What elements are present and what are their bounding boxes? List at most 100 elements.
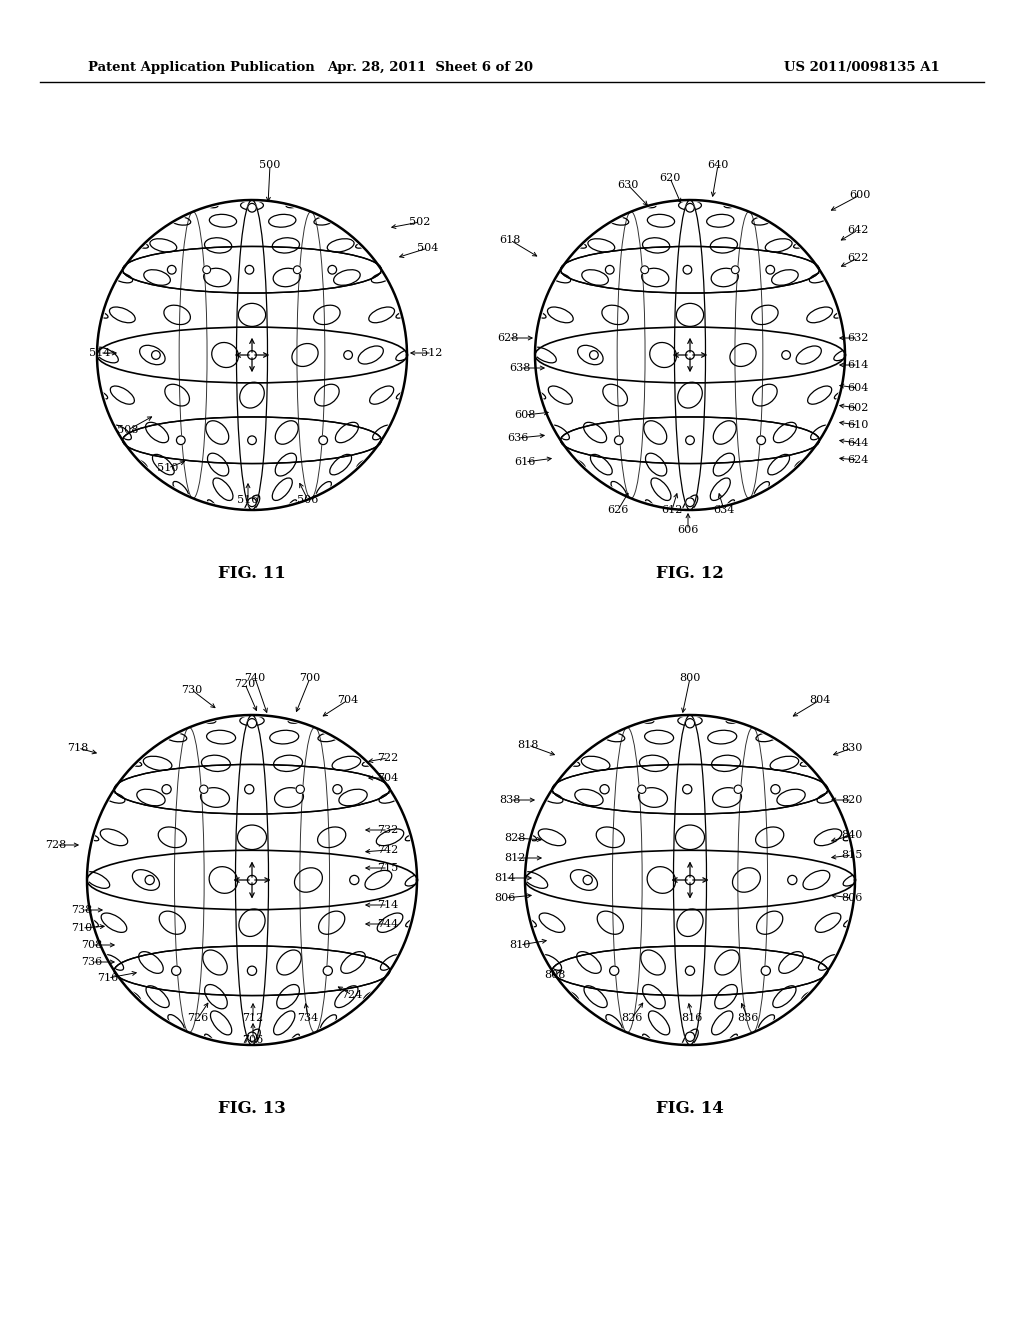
Circle shape (686, 203, 694, 213)
Text: 715: 715 (378, 863, 398, 873)
Circle shape (685, 875, 694, 884)
Text: 632: 632 (847, 333, 868, 343)
Text: 812: 812 (504, 853, 525, 863)
Text: 500: 500 (259, 160, 281, 170)
Circle shape (766, 265, 774, 275)
Circle shape (605, 265, 614, 275)
Text: FIG. 12: FIG. 12 (656, 565, 724, 582)
Text: 815: 815 (842, 850, 862, 861)
Text: 836: 836 (737, 1012, 759, 1023)
Circle shape (328, 265, 337, 275)
Text: 630: 630 (617, 180, 639, 190)
Circle shape (145, 875, 155, 884)
Text: 800: 800 (679, 673, 700, 682)
Circle shape (683, 784, 692, 793)
Circle shape (248, 966, 257, 975)
Text: 710: 710 (72, 923, 92, 933)
Text: 612: 612 (662, 506, 683, 515)
Text: 704: 704 (378, 774, 398, 783)
Text: 730: 730 (181, 685, 203, 696)
Circle shape (248, 1032, 257, 1041)
Text: FIG. 11: FIG. 11 (218, 565, 286, 582)
Text: 618: 618 (500, 235, 520, 246)
Circle shape (248, 875, 257, 884)
Text: 626: 626 (607, 506, 629, 515)
Text: 624: 624 (847, 455, 868, 465)
Text: 732: 732 (378, 825, 398, 836)
Circle shape (318, 436, 328, 445)
Circle shape (685, 966, 694, 975)
Text: 610: 610 (847, 420, 868, 430)
Circle shape (248, 351, 256, 359)
Text: 708: 708 (81, 940, 102, 950)
Text: 838: 838 (500, 795, 520, 805)
Circle shape (731, 265, 739, 273)
Text: 810: 810 (509, 940, 530, 950)
Text: 614: 614 (847, 360, 868, 370)
Text: Apr. 28, 2011  Sheet 6 of 20: Apr. 28, 2011 Sheet 6 of 20 (327, 62, 534, 74)
Text: 714: 714 (378, 900, 398, 909)
Circle shape (638, 785, 646, 793)
Text: 720: 720 (234, 678, 256, 689)
Text: 604: 604 (847, 383, 868, 393)
Text: 622: 622 (847, 253, 868, 263)
Circle shape (734, 785, 742, 793)
Circle shape (686, 436, 694, 445)
Text: FIG. 13: FIG. 13 (218, 1100, 286, 1117)
Circle shape (248, 718, 257, 727)
Text: 712: 712 (243, 1012, 263, 1023)
Circle shape (245, 265, 254, 275)
Circle shape (162, 784, 171, 793)
Text: 510: 510 (158, 463, 178, 473)
Text: 840: 840 (842, 830, 862, 840)
Text: 512: 512 (421, 348, 442, 358)
Circle shape (333, 784, 342, 793)
Circle shape (600, 784, 609, 793)
Text: 634: 634 (714, 506, 734, 515)
Text: 620: 620 (659, 173, 681, 183)
Text: 506: 506 (297, 495, 318, 506)
Circle shape (248, 203, 256, 213)
Circle shape (203, 265, 211, 273)
Text: US 2011/0098135 A1: US 2011/0098135 A1 (784, 62, 940, 74)
Text: 816: 816 (681, 1012, 702, 1023)
Circle shape (787, 875, 797, 884)
Circle shape (583, 875, 592, 884)
Text: 508: 508 (118, 425, 138, 436)
Text: 602: 602 (847, 403, 868, 413)
Circle shape (609, 966, 618, 975)
Text: 808: 808 (545, 970, 565, 979)
Circle shape (248, 436, 256, 445)
Circle shape (757, 436, 766, 445)
Text: 726: 726 (187, 1012, 209, 1023)
Text: 806: 806 (495, 894, 516, 903)
Text: 644: 644 (847, 438, 868, 447)
Text: 704: 704 (337, 696, 358, 705)
Circle shape (685, 718, 694, 727)
Circle shape (761, 966, 770, 975)
Text: 502: 502 (410, 216, 431, 227)
Circle shape (176, 436, 185, 445)
Text: 738: 738 (72, 906, 92, 915)
Circle shape (167, 265, 176, 275)
Text: 700: 700 (299, 673, 321, 682)
Text: 638: 638 (509, 363, 530, 374)
Text: 640: 640 (708, 160, 729, 170)
Circle shape (771, 784, 780, 793)
Text: 734: 734 (297, 1012, 318, 1023)
Circle shape (152, 351, 160, 359)
Circle shape (296, 785, 304, 793)
Text: 722: 722 (378, 752, 398, 763)
Text: 636: 636 (507, 433, 528, 444)
Text: 728: 728 (45, 840, 67, 850)
Text: 606: 606 (677, 525, 698, 535)
Text: 504: 504 (418, 243, 438, 253)
Circle shape (294, 265, 301, 273)
Circle shape (685, 1032, 694, 1041)
Text: 830: 830 (842, 743, 862, 752)
Text: 724: 724 (341, 990, 362, 1001)
Text: 740: 740 (245, 673, 265, 682)
Text: FIG. 14: FIG. 14 (656, 1100, 724, 1117)
Text: 628: 628 (498, 333, 519, 343)
Text: 804: 804 (809, 696, 830, 705)
